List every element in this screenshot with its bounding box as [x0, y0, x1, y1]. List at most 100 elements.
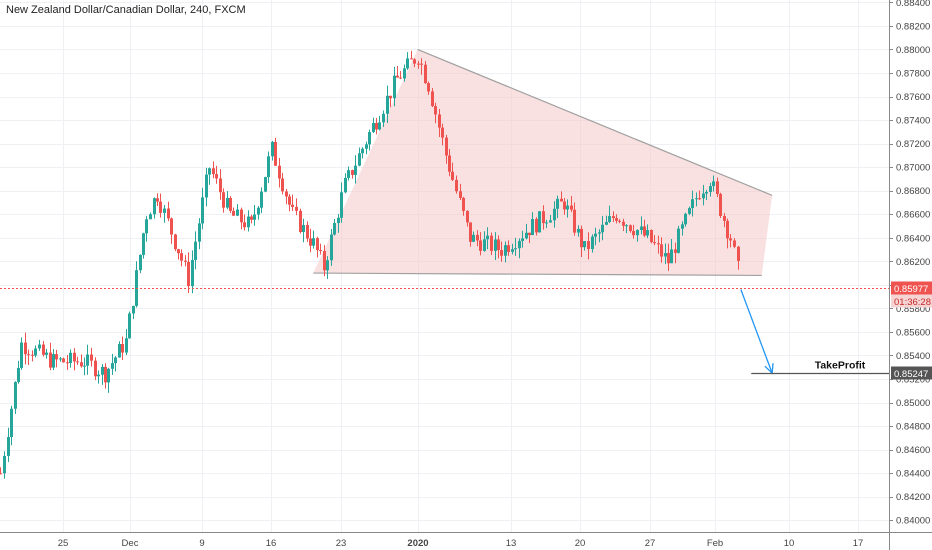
candle-body: [212, 168, 215, 175]
candle-body: [27, 354, 30, 356]
candle-body: [295, 206, 298, 211]
candle-body: [420, 63, 423, 65]
candle-body: [145, 219, 148, 234]
candle-body: [174, 234, 177, 250]
y-tick-label: 0.87600: [896, 92, 930, 103]
candle-body: [712, 181, 715, 187]
candle-body: [382, 113, 385, 123]
candle-body: [94, 360, 97, 377]
candle-body: [396, 75, 399, 78]
x-tick-label: 23: [336, 538, 347, 549]
candle-body: [521, 238, 524, 241]
candle-body: [177, 249, 180, 254]
candle-body: [240, 209, 243, 223]
candle-body: [323, 250, 326, 271]
descending-triangle: [313, 49, 773, 276]
y-tick-label: 0.85200: [896, 374, 930, 385]
candle-body: [232, 210, 235, 216]
y-tick-label: 0.85000: [896, 398, 930, 409]
candle-body: [545, 222, 548, 224]
candle-body: [681, 224, 684, 229]
candle-body: [684, 213, 687, 225]
candle-body: [86, 354, 89, 366]
candle-body: [250, 216, 253, 220]
candle-body: [605, 221, 608, 225]
candle-body: [104, 366, 107, 383]
y-tick-label: 0.85800: [896, 304, 930, 315]
candle-body: [291, 204, 294, 207]
candle-body: [629, 225, 632, 231]
candle-body: [424, 64, 427, 84]
candle-body: [677, 228, 680, 253]
candle-body: [264, 177, 267, 192]
candle-body: [459, 191, 462, 198]
candle-body: [372, 122, 375, 133]
candle-body: [198, 223, 201, 242]
candle-body: [538, 211, 541, 233]
take-profit-badge: [891, 366, 932, 380]
y-tick-label: 0.85600: [896, 327, 930, 338]
y-tick-label: 0.87400: [896, 116, 930, 127]
candle-body: [469, 222, 472, 242]
candle-body: [556, 198, 559, 209]
candle-body: [549, 220, 552, 223]
candle-body: [698, 198, 701, 200]
candle-body: [330, 234, 333, 261]
y-tick-label: 0.86800: [896, 186, 930, 197]
candle-body: [361, 148, 364, 154]
candle-body: [159, 201, 162, 213]
candle-body: [167, 208, 170, 219]
candle-body: [208, 168, 211, 175]
candle-body: [299, 210, 302, 233]
candle-body: [358, 153, 361, 166]
x-tick-label: 9: [199, 538, 204, 549]
candle-body: [121, 344, 124, 353]
candle-body: [76, 361, 79, 363]
candle-body: [236, 209, 239, 216]
candle-body: [281, 178, 284, 192]
triangle-lower-edge: [313, 272, 762, 277]
candle-body: [451, 171, 454, 180]
candle-body: [319, 250, 322, 252]
y-tick-label: 0.87000: [896, 163, 930, 174]
last-price-badge: [891, 281, 932, 295]
candle-body: [660, 244, 663, 257]
candle-body: [114, 357, 117, 364]
candle-body: [608, 216, 611, 222]
candle-body: [365, 144, 368, 149]
candle-body: [90, 354, 93, 361]
candle-body: [191, 259, 194, 287]
candle-body: [472, 234, 475, 242]
candle-body: [531, 219, 534, 236]
candle-body: [97, 374, 100, 377]
candle-body: [618, 220, 621, 222]
candle-body: [139, 254, 142, 271]
y-tick-label: 0.85400: [896, 351, 930, 362]
candle-body: [184, 260, 187, 262]
candle-body: [691, 199, 694, 209]
candle-body: [716, 181, 719, 194]
countdown-badge: [891, 294, 932, 308]
candle-body: [125, 338, 128, 353]
candle-body: [132, 305, 135, 314]
candle-body: [723, 216, 726, 221]
x-tick-label: Dec: [122, 538, 139, 549]
candle-body: [278, 165, 281, 179]
candle-body: [257, 207, 260, 215]
x-tick-label: 27: [645, 538, 656, 549]
candle-body: [646, 230, 649, 236]
candle-body: [170, 218, 173, 235]
candle-body: [333, 223, 336, 235]
candle-body: [337, 217, 340, 224]
x-tick-label: 2020: [407, 538, 428, 549]
candle-body: [118, 344, 121, 358]
candle-body: [650, 230, 653, 243]
candle-body: [486, 235, 489, 240]
candle-body: [59, 358, 62, 360]
x-tick-label: 17: [853, 538, 864, 549]
candle-body: [525, 232, 528, 239]
candle-body: [601, 224, 604, 233]
y-tick-label: 0.86200: [896, 257, 930, 268]
y-tick-label: 0.84800: [896, 422, 930, 433]
